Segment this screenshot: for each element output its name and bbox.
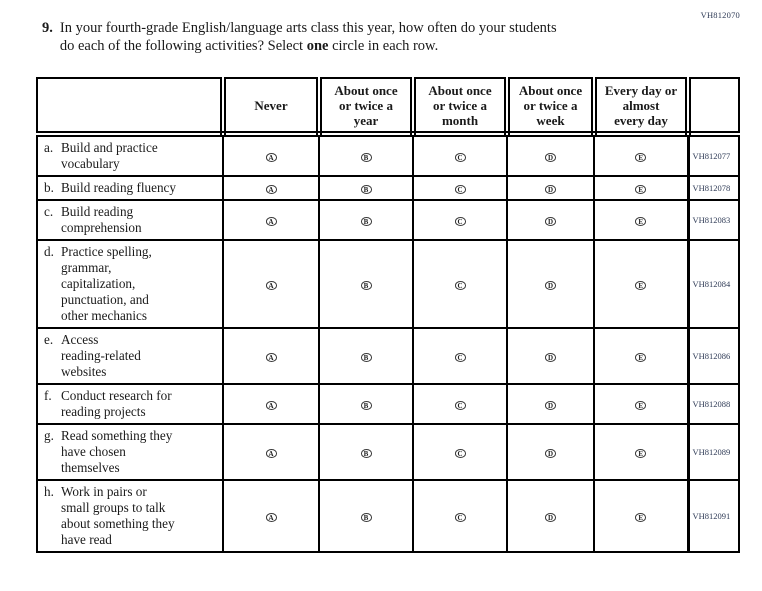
response-bubble-e[interactable]: E [635,401,647,410]
column-header-once-twice-year: About once or twice a year [316,77,416,137]
response-bubble-d[interactable]: D [545,153,556,162]
response-bubble-a[interactable]: A [265,185,277,194]
response-bubble-c[interactable]: C [454,153,466,162]
response-bubble-b[interactable]: B [360,217,372,226]
response-bubble-d[interactable]: D [545,513,556,522]
table-header-row: Never About once or twice a year About o… [36,77,740,137]
row-code: VH812078 [686,175,740,201]
row-letter: d. [44,244,54,259]
row-label: Work in pairs or small groups to talk ab… [61,484,175,547]
row-letter: c. [44,204,54,219]
response-bubble-d[interactable]: D [545,217,556,226]
bold-word-one: one [306,37,329,54]
row-code: VH812077 [686,133,740,177]
row-label-column-header [36,77,226,137]
response-bubble-d[interactable]: D [545,185,556,194]
response-bubble-e[interactable]: E [635,185,647,194]
response-bubble-a[interactable]: A [265,153,277,162]
response-bubble-e[interactable]: E [635,153,647,162]
row-letter: g. [44,428,54,443]
response-bubble-a[interactable]: A [265,217,277,226]
row-code: VH812089 [686,423,740,481]
response-bubble-b[interactable]: B [360,281,372,290]
table-row-g: g. Read something they have chosen thems… [36,423,740,481]
row-label: Access reading-related websites [61,332,141,379]
row-code: VH812084 [686,239,740,329]
response-bubble-b[interactable]: B [360,153,372,162]
column-header-once-twice-week: About once or twice a week [504,77,597,137]
table-row-f: f. Conduct research for reading projects… [36,383,740,425]
response-bubble-a[interactable]: A [265,401,277,410]
response-bubble-c[interactable]: C [454,513,466,522]
response-bubble-a[interactable]: A [265,353,277,362]
row-letter: f. [44,388,52,403]
response-bubble-a[interactable]: A [265,513,277,522]
response-bubble-b[interactable]: B [360,401,372,410]
code-column-header [685,77,740,137]
column-header-never: Never [220,77,322,137]
table-row-a: a. Build and practice vocabulary A B C D… [36,133,740,177]
row-label: Read something they have chosen themselv… [61,428,173,475]
row-label: Build and practice vocabulary [61,140,158,171]
row-letter: e. [44,332,54,347]
question-text: In your fourth-grade English/language ar… [60,20,557,55]
form-item-code: VH812070 [700,10,740,20]
table-row-d: d. Practice spelling, grammar, capitaliz… [36,239,740,329]
response-bubble-a[interactable]: A [265,281,277,290]
response-bubble-e[interactable]: E [635,217,647,226]
table-row-c: c. Build reading comprehension A B C D E… [36,199,740,241]
row-code: VH812086 [686,327,740,385]
question-line-1: In your fourth-grade English/language ar… [59,20,557,36]
response-bubble-c[interactable]: C [454,217,466,226]
response-bubble-d[interactable]: D [545,401,556,410]
row-label: Build reading fluency [61,180,176,195]
response-bubble-b[interactable]: B [360,353,372,362]
column-header-every-day: Every day or almost every day [591,77,691,137]
table-row-h: h. Work in pairs or small groups to talk… [36,479,740,553]
row-code: VH812083 [686,199,740,241]
response-bubble-b[interactable]: B [360,185,372,194]
question-number: 9. [42,20,53,36]
frequency-matrix-table: Never About once or twice a year About o… [36,77,740,553]
question-line-2: do each of the following activities? Sel… [59,37,439,54]
table-row-e: e. Access reading-related websites A B C… [36,327,740,385]
column-header-once-twice-month: About once or twice a month [410,77,510,137]
response-bubble-d[interactable]: D [545,353,556,362]
table-row-b: b. Build reading fluency A B C D E VH812… [36,175,740,201]
row-label: Build reading comprehension [61,204,142,235]
response-bubble-b[interactable]: B [360,513,372,522]
response-bubble-c[interactable]: C [454,281,466,290]
response-bubble-e[interactable]: E [635,449,647,458]
row-code: VH812091 [686,479,740,553]
response-bubble-d[interactable]: D [545,281,556,290]
response-bubble-a[interactable]: A [265,449,277,458]
row-label: Practice spelling, grammar, capitalizati… [61,244,152,323]
response-bubble-e[interactable]: E [635,353,647,362]
row-code: VH812088 [686,383,740,425]
response-bubble-e[interactable]: E [635,513,647,522]
row-letter: b. [44,180,54,195]
response-bubble-d[interactable]: D [545,449,556,458]
row-letter: a. [44,140,54,155]
response-bubble-c[interactable]: C [454,353,466,362]
response-bubble-e[interactable]: E [635,281,647,290]
response-bubble-c[interactable]: C [454,449,466,458]
row-label: Conduct research for reading projects [61,388,172,419]
question-block: 9. In your fourth-grade English/language… [42,20,557,55]
response-bubble-c[interactable]: C [454,185,466,194]
response-bubble-b[interactable]: B [360,449,372,458]
response-bubble-c[interactable]: C [454,401,466,410]
row-letter: h. [44,484,54,499]
